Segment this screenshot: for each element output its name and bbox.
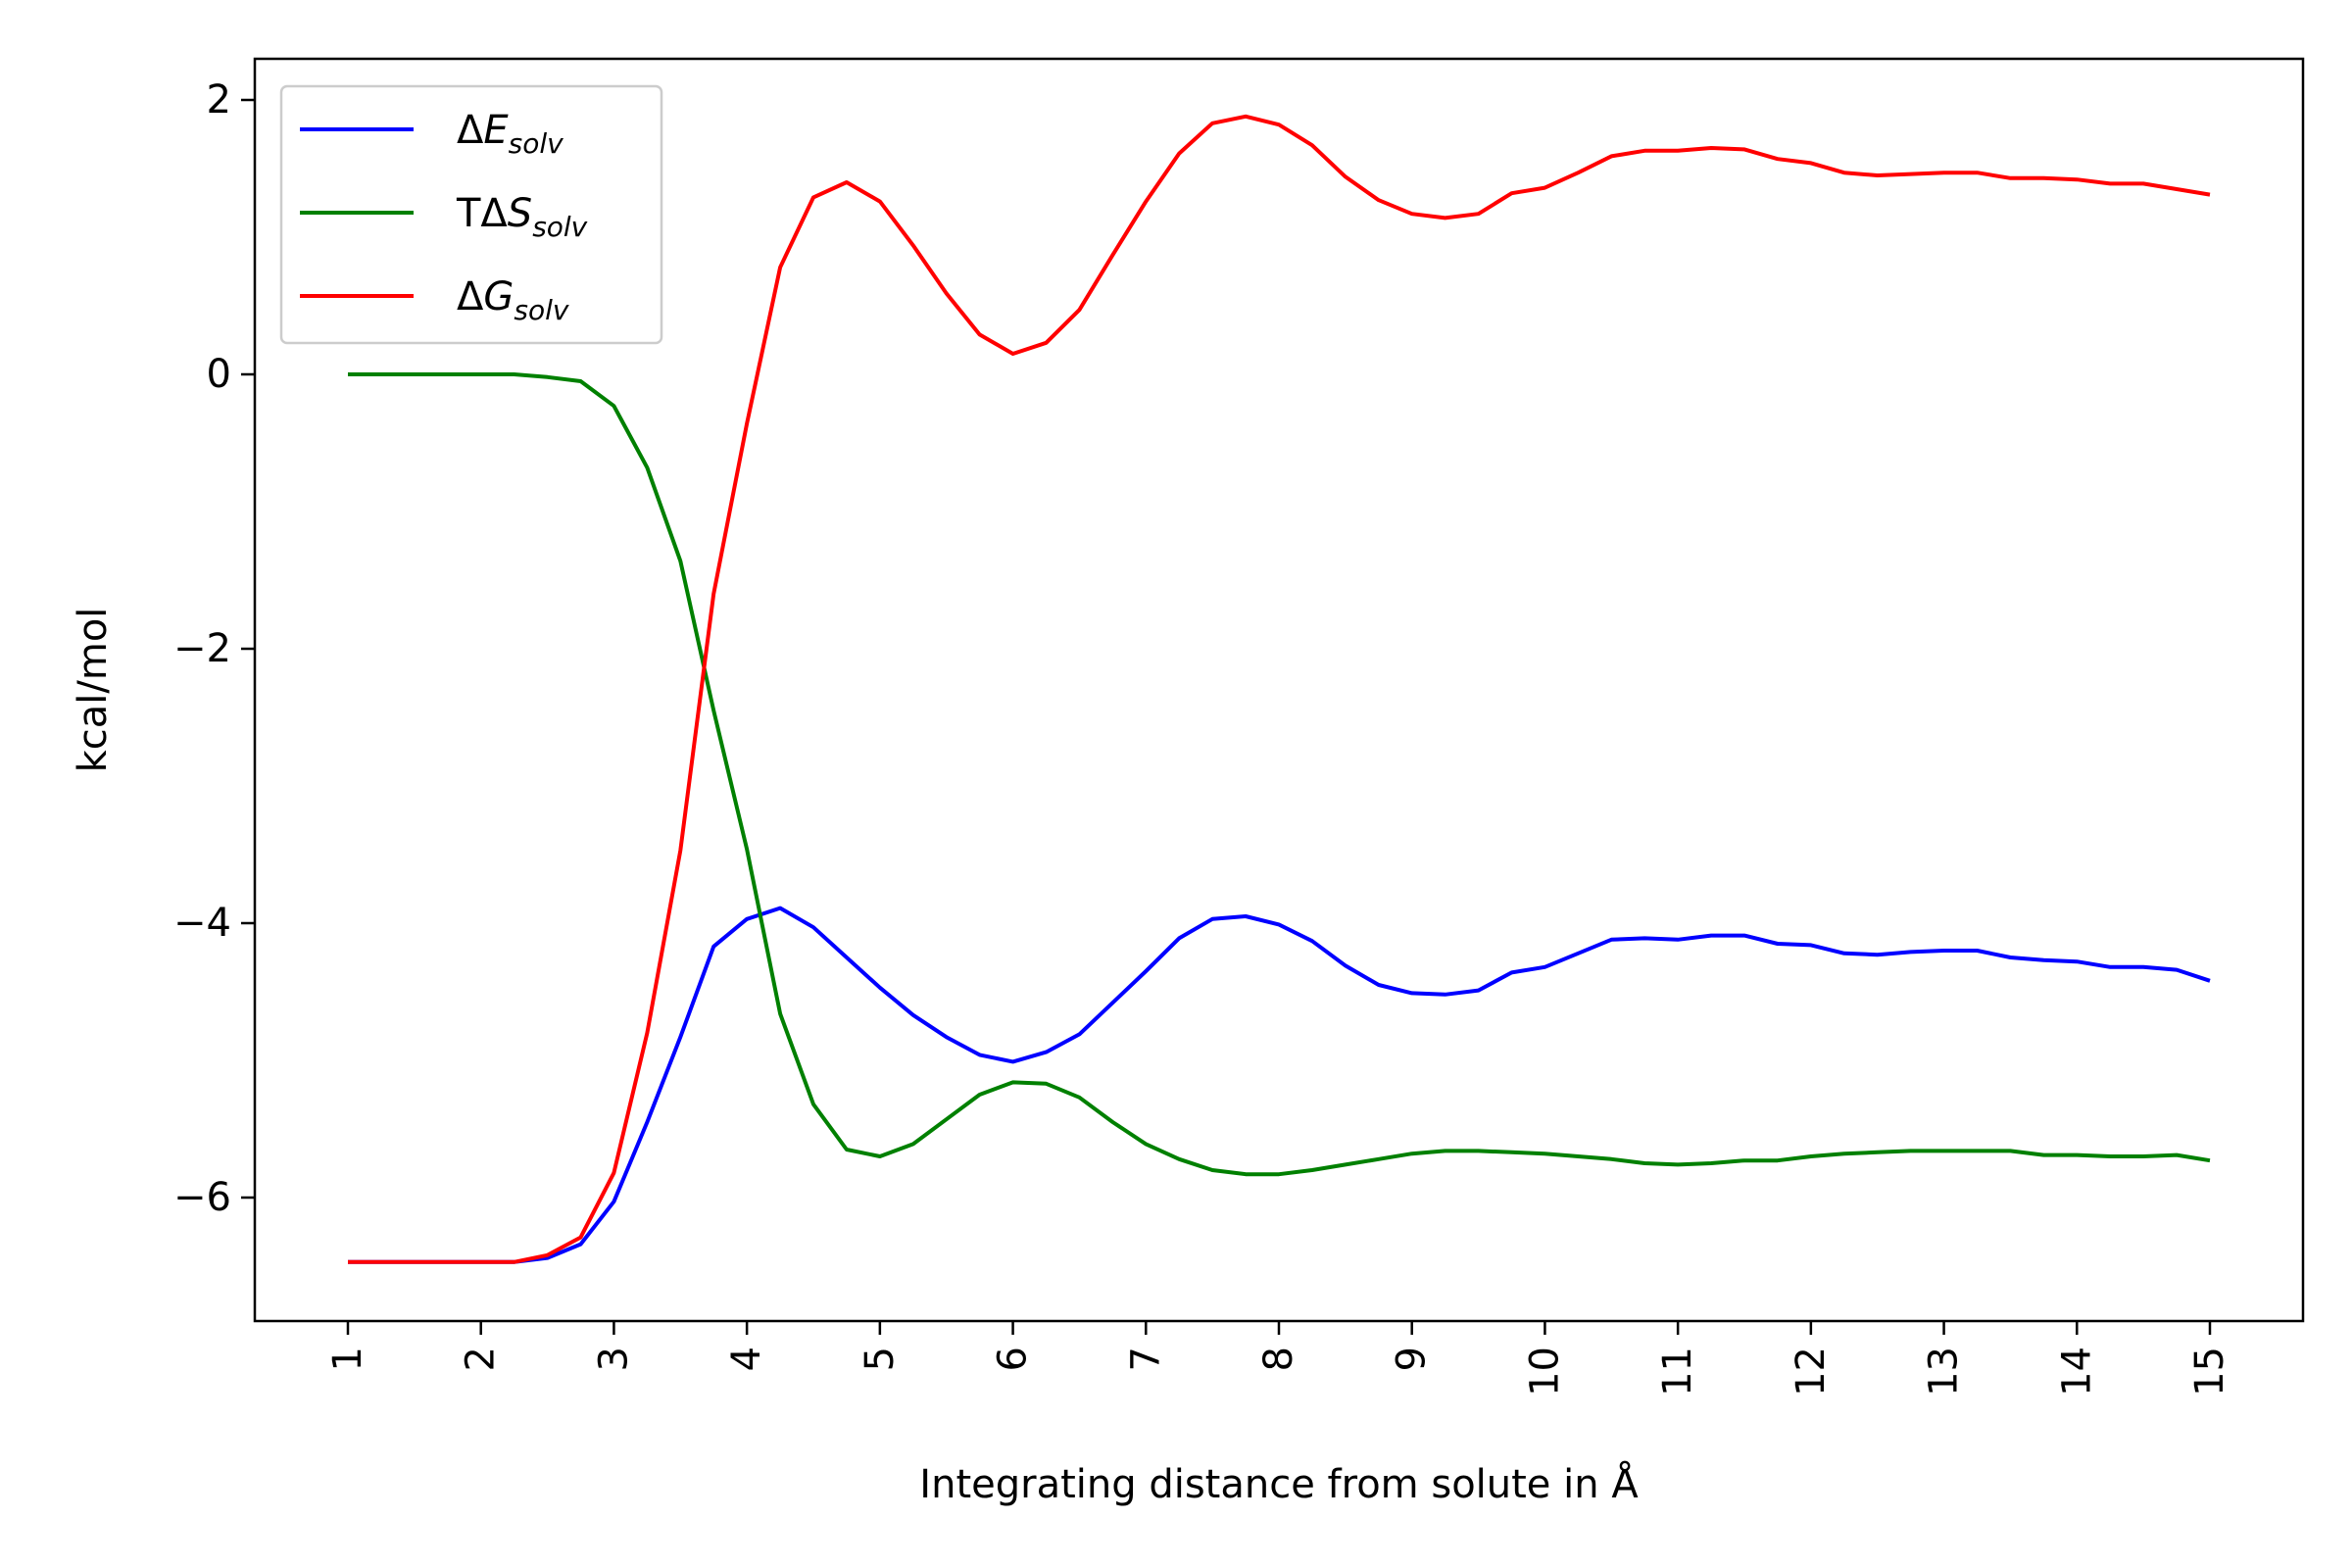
x-tick-label: 2 [459, 1347, 504, 1371]
series-line-2 [348, 114, 2211, 1264]
y-axis-label: kcal/mol [71, 608, 116, 773]
x-axis: 1 2 3 4 5 6 7 8 9 10 11 12 13 14 15 [325, 1321, 2232, 1396]
legend-box [279, 84, 663, 345]
legend-entry-2: ΔGsolv [457, 274, 569, 326]
x-tick-label: 8 [1256, 1347, 1301, 1371]
x-tick-label: 9 [1390, 1347, 1435, 1371]
x-tick-label: 13 [1922, 1347, 1967, 1396]
x-tick-label: 5 [858, 1347, 903, 1371]
y-tick-label: 0 [207, 352, 231, 397]
series-layer [348, 114, 2211, 1264]
series-line-1 [348, 372, 2211, 1177]
y-tick-label: −2 [173, 626, 231, 671]
x-tick-label: 11 [1655, 1347, 1700, 1396]
series-line-0 [348, 906, 2211, 1264]
legend: ΔEsolv TΔSsolv ΔGsolv [279, 84, 663, 345]
x-tick-label: 6 [991, 1347, 1036, 1371]
x-tick-label: 4 [724, 1347, 769, 1371]
x-tick-label: 14 [2054, 1347, 2099, 1396]
y-tick-label: −4 [173, 901, 231, 946]
x-tick-label: 10 [1522, 1347, 1567, 1396]
x-axis-label: Integrating distance from solute in Å [919, 1460, 1639, 1507]
x-tick-label: 15 [2187, 1347, 2232, 1396]
x-tick-label: 12 [1788, 1347, 1834, 1396]
y-tick-label: −6 [173, 1175, 231, 1220]
legend-entry-0: ΔEsolv [457, 108, 564, 160]
x-tick-label: 1 [325, 1347, 370, 1371]
x-tick-label: 3 [591, 1347, 636, 1371]
x-tick-label: 7 [1123, 1347, 1168, 1371]
y-axis: −6 −4 −2 0 2 [173, 77, 255, 1220]
legend-entry-1: TΔSsolv [456, 191, 588, 243]
y-tick-label: 2 [207, 77, 231, 122]
